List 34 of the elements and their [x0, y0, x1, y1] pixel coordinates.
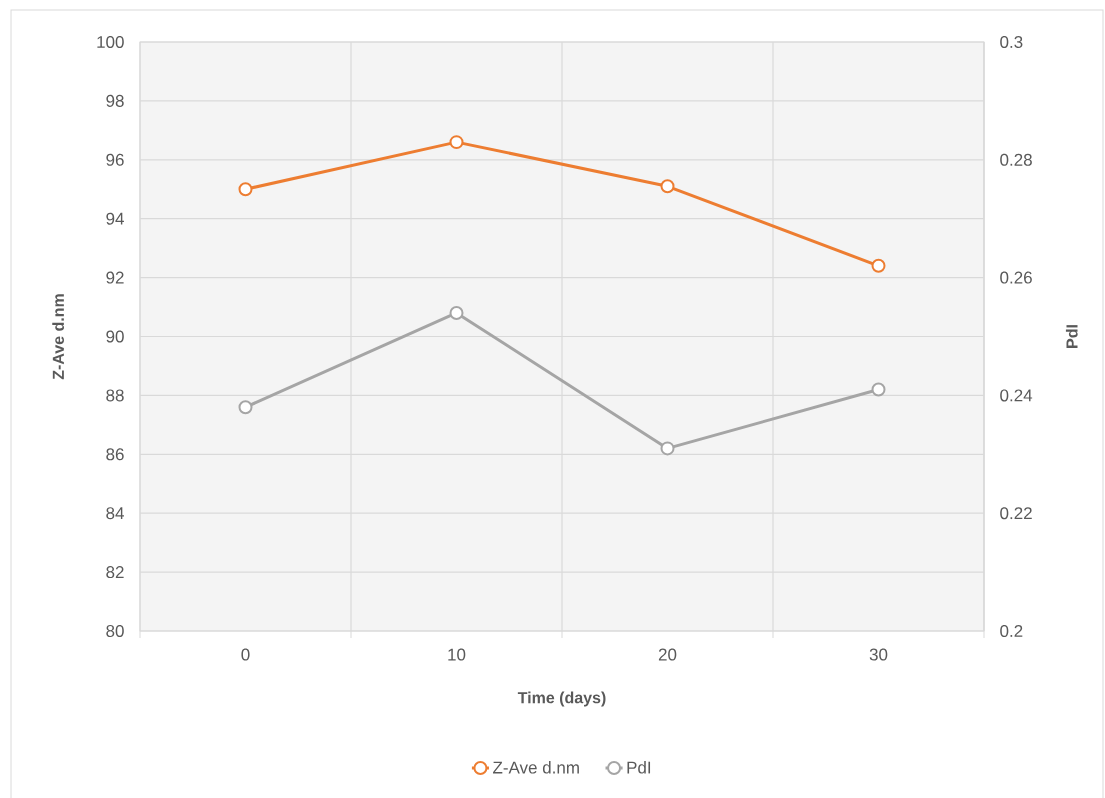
y-tick-label: 92: [106, 271, 124, 284]
x-tick-label: 0: [241, 648, 250, 661]
x-tick-label: 10: [448, 648, 466, 661]
x-tick-label: 20: [658, 648, 677, 661]
legend-label: PdI: [627, 761, 651, 774]
y-tick-label: 96: [106, 153, 124, 166]
y-tick-label: 98: [106, 94, 124, 107]
y-tick-label: 86: [106, 448, 124, 461]
y-tick-label: 94: [106, 212, 124, 225]
x-tick-label: 30: [869, 648, 888, 661]
y-tick-label: 84: [106, 507, 124, 520]
y2-tick-label: 0.3: [1000, 35, 1023, 49]
point: [660, 179, 675, 194]
y-axis-title: Z-Ave d.nm: [52, 294, 65, 380]
point: [871, 382, 886, 397]
legend-label: Z-Ave d.nm: [493, 761, 579, 774]
y2-axis-title: PdI: [1065, 325, 1078, 348]
point: [238, 400, 253, 415]
y2-tick-label: 0.22: [1000, 507, 1032, 520]
point: [449, 305, 464, 320]
y-tick-label: 82: [106, 566, 124, 579]
y2-tick-label: 0.28: [1000, 153, 1032, 166]
y-tick-label: 88: [106, 389, 124, 402]
y2-tick-label: 0.24: [1000, 389, 1033, 402]
point: [871, 258, 886, 273]
point: [449, 135, 464, 150]
x-axis-title: Time (days): [517, 691, 606, 707]
point: [238, 182, 253, 197]
y2-tick-label: 0.26: [1000, 271, 1032, 284]
y-tick-label: 100: [97, 35, 124, 49]
point: [660, 441, 675, 456]
y-tick-label: 90: [106, 330, 124, 343]
y2-tick-label: 0.2: [1000, 624, 1023, 638]
y-tick-label: 80: [106, 624, 124, 638]
